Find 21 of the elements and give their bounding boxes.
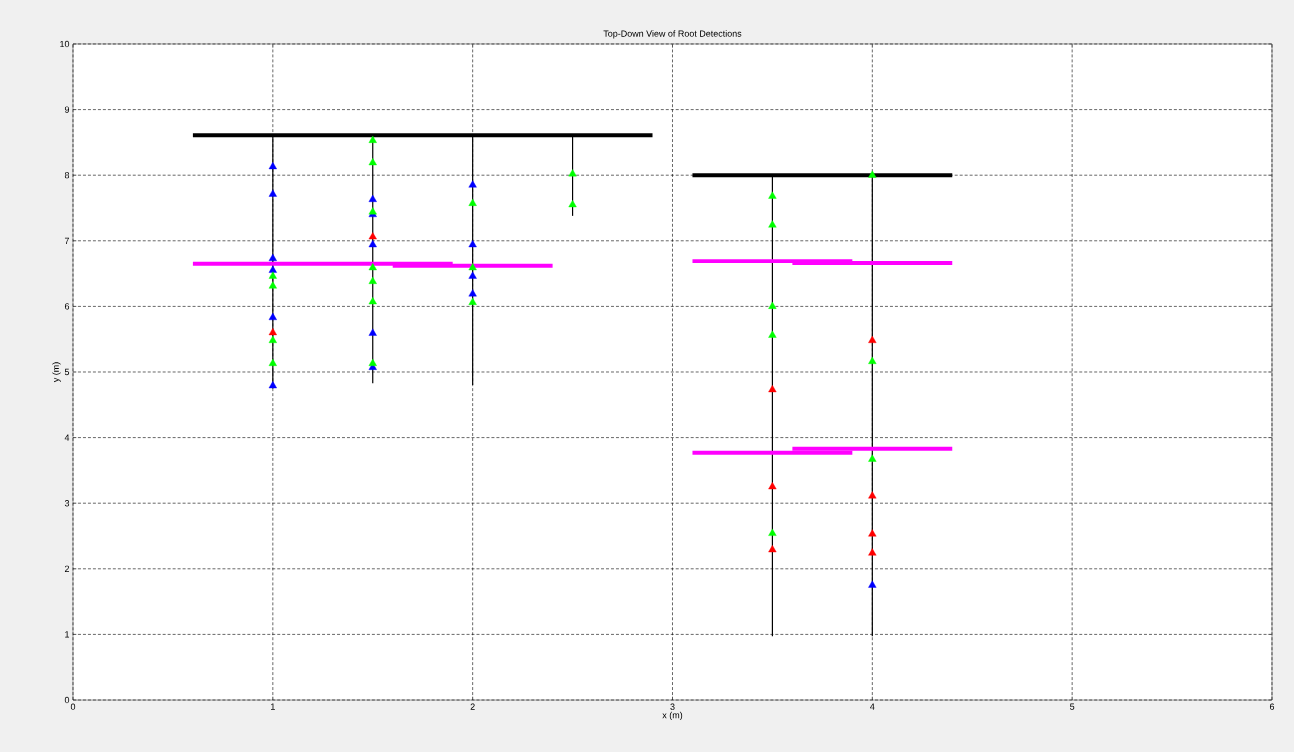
y-tick-label: 7 [64,237,70,244]
x-axis-title: x (m) [662,711,683,721]
y-tick-label: 5 [64,368,70,376]
chart-title: Top-Down View of Root Detections [603,30,742,39]
x-tick-label: 0 [70,703,76,710]
x-tick-label: 6 [1269,703,1275,710]
y-tick-label: 2 [64,565,70,572]
y-axis-title: y (m) [52,362,61,383]
x-tick-label: 4 [870,703,875,710]
x-tick-label: 2 [470,703,475,710]
y-tick-label: 10 [60,40,70,48]
y-tick-label: 4 [64,434,70,441]
x-tick-label: 3 [670,703,675,710]
y-tick-label: 3 [64,500,70,507]
y-tick-label: 0 [64,696,70,704]
x-tick-label: 1 [271,703,275,710]
x-tick-label: 5 [1070,703,1075,710]
y-tick-label: 6 [64,303,70,310]
y-tick-label: 1 [65,631,70,638]
y-tick-label: 8 [64,172,70,179]
y-tick-label: 9 [64,106,70,113]
